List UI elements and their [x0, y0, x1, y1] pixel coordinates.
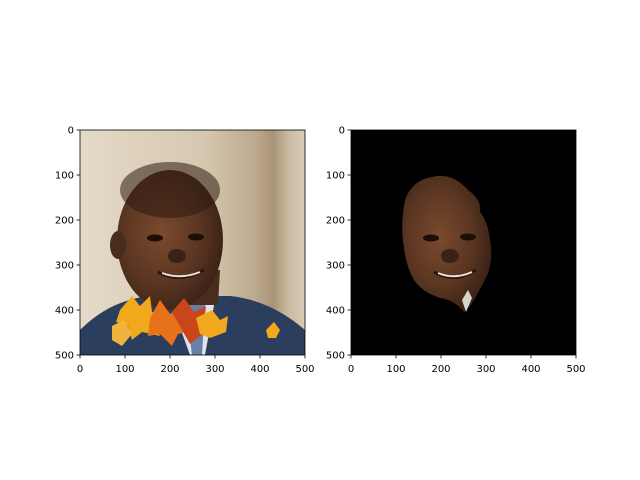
collar-fragment — [462, 290, 472, 312]
y-tick-label: 200 — [326, 216, 345, 227]
right-eye — [460, 233, 476, 241]
y-tick-label: 500 — [326, 351, 345, 362]
y-tick-label: 200 — [55, 216, 74, 227]
masked-photo — [351, 130, 576, 355]
x-tick-label: 0 — [77, 364, 83, 375]
x-tick-label: 0 — [348, 364, 354, 375]
autumn-leaves-overlay — [112, 296, 280, 346]
teeth — [161, 271, 201, 278]
y-tick-label: 300 — [55, 261, 74, 272]
x-tick-label: 200 — [431, 364, 450, 375]
y-tick-label: 0 — [68, 126, 74, 137]
y-tick-label: 100 — [55, 171, 74, 182]
leaf — [112, 320, 132, 346]
axes-frame-right — [350, 129, 577, 356]
x-tick-label: 100 — [386, 364, 405, 375]
leaf — [196, 310, 228, 338]
y-tick-label: 300 — [326, 261, 345, 272]
y-tick-label: 400 — [326, 306, 345, 317]
y-tick-label: 0 — [339, 126, 345, 137]
teeth — [437, 271, 473, 278]
x-tick-label: 300 — [476, 364, 495, 375]
left-eye — [147, 234, 163, 242]
nose — [168, 249, 186, 263]
x-tick-label: 300 — [205, 364, 224, 375]
x-tick-label: 500 — [295, 364, 314, 375]
y-tick-label: 500 — [55, 351, 74, 362]
leaf — [266, 322, 280, 338]
mouth — [433, 268, 477, 279]
x-tick-label: 400 — [521, 364, 540, 375]
x-tick-label: 200 — [160, 364, 179, 375]
y-tick-label: 100 — [326, 171, 345, 182]
original-photo — [80, 130, 305, 355]
segmented-face — [402, 175, 492, 312]
hair — [120, 162, 220, 218]
x-tick-label: 100 — [115, 364, 134, 375]
y-tick-label: 400 — [55, 306, 74, 317]
ear — [110, 231, 126, 259]
right-eye — [188, 233, 204, 241]
axes-frame-left — [79, 129, 306, 356]
x-tick-label: 400 — [250, 364, 269, 375]
left-eye — [423, 234, 439, 242]
nose — [441, 249, 459, 263]
leaf — [148, 300, 194, 346]
x-tick-label: 500 — [566, 364, 585, 375]
